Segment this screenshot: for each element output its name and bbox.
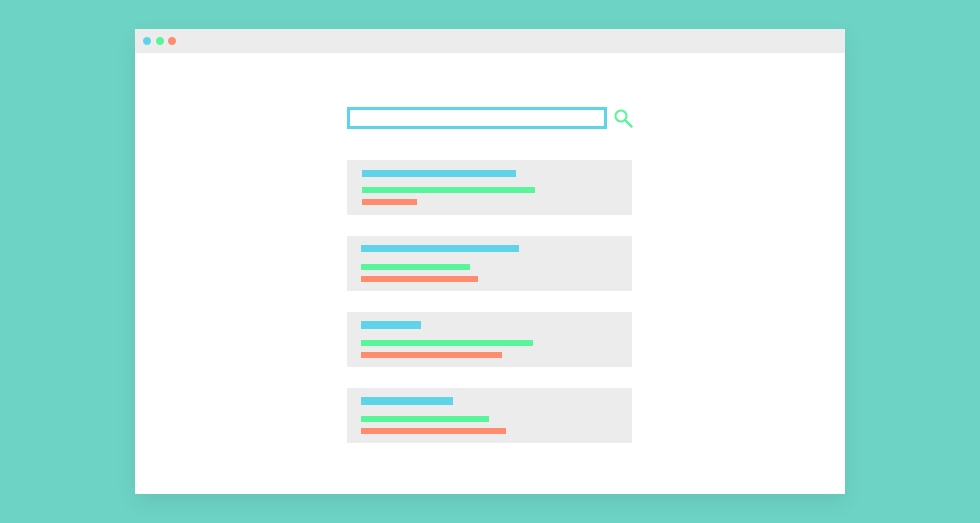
- result-title-line: [361, 321, 421, 329]
- result-url-line: [361, 340, 533, 346]
- window-control-red[interactable]: [168, 37, 176, 45]
- search-result[interactable]: [347, 160, 632, 215]
- result-snippet-line: [362, 199, 417, 205]
- result-title-line: [362, 170, 516, 177]
- search-result[interactable]: [347, 388, 632, 443]
- result-url-line: [362, 187, 535, 193]
- search-input[interactable]: [347, 107, 607, 129]
- window-control-green[interactable]: [156, 37, 164, 45]
- title-bar: [135, 29, 845, 53]
- result-title-line: [361, 397, 453, 405]
- window-control-blue[interactable]: [143, 37, 151, 45]
- result-url-line: [361, 416, 489, 422]
- search-result[interactable]: [347, 312, 632, 367]
- search-result[interactable]: [347, 236, 632, 291]
- result-url-line: [361, 264, 470, 270]
- result-snippet-line: [361, 428, 506, 434]
- result-snippet-line: [361, 276, 478, 282]
- search-icon[interactable]: [613, 108, 633, 128]
- browser-window: [135, 29, 845, 494]
- result-snippet-line: [361, 352, 502, 358]
- result-title-line: [361, 245, 519, 252]
